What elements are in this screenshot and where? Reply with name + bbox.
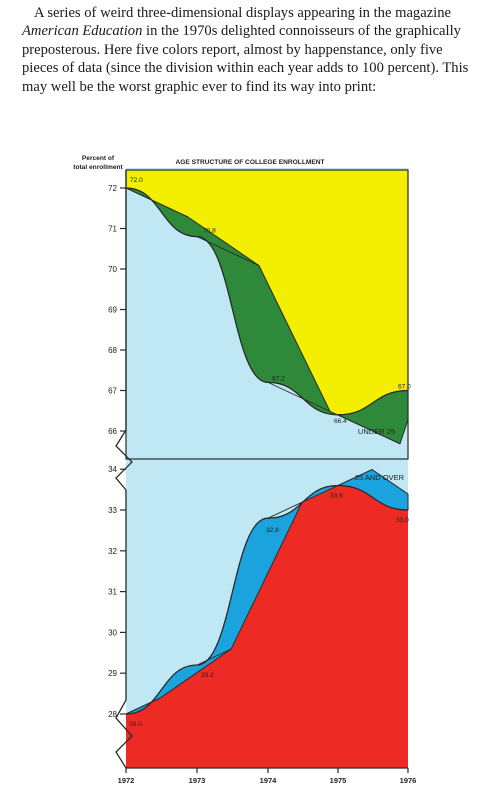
- upper-y-tick-label: 71: [108, 225, 117, 234]
- axis-break-lower: [115, 699, 133, 769]
- series-label-over25: 25 AND OVER: [355, 473, 405, 482]
- over25-data-label: 28.0: [129, 721, 142, 728]
- upper-y-tick-label: 70: [108, 265, 117, 274]
- under25-depth-edge: [125, 187, 189, 218]
- x-tick-label: 1973: [189, 776, 206, 785]
- axis-break-upper: [115, 429, 133, 491]
- caption-part1: A series of weird three-dimensional disp…: [34, 5, 452, 21]
- x-tick-label: 1976: [400, 776, 417, 785]
- chart-title: AGE STRUCTURE OF COLLEGE ENROLLMENT: [175, 159, 324, 166]
- under25-depth-edge: [337, 414, 401, 445]
- x-tick-label: 1972: [118, 776, 135, 785]
- over25-data-label: 33.0: [396, 517, 409, 524]
- x-tick-label: 1974: [260, 776, 278, 785]
- upper-y-tick-label: 72: [108, 184, 117, 193]
- x-tick-label: 1975: [330, 776, 347, 785]
- over25-line: [125, 484, 409, 715]
- under25-data-label: 67.2: [272, 375, 285, 382]
- under25-line: [125, 187, 409, 416]
- caption: A series of weird three-dimensional disp…: [22, 4, 482, 96]
- under25-data-label: 70.8: [203, 228, 216, 235]
- lower-y-tick-label: 34: [108, 465, 117, 474]
- under25-data-label: 66.4: [334, 418, 347, 425]
- over25-data-label: 29.2: [201, 672, 214, 679]
- y-axis-label: Percent of: [82, 155, 115, 162]
- over25-depth-edge: [267, 501, 303, 519]
- lower-y-tick-label: 32: [108, 547, 117, 556]
- y-axis-label-line2: total enrollment: [73, 164, 123, 171]
- under25-depth-edge: [196, 236, 260, 267]
- upper-y-tick-label: 68: [108, 346, 117, 355]
- series-label-under25: UNDER 25: [358, 427, 395, 436]
- upper-y-tick-label: 69: [108, 306, 117, 315]
- under25-depth-edge: [267, 381, 331, 412]
- upper-y-tick-label: 67: [108, 387, 117, 396]
- lower-y-tick-label: 31: [108, 588, 117, 597]
- under25-data-label: 67.0: [398, 384, 411, 391]
- over25-depth-edge: [196, 648, 232, 666]
- over25-data-label: 33.6: [330, 493, 343, 500]
- over25-data-label: 32.8: [266, 527, 279, 534]
- over25-depth-edge: [337, 469, 373, 486]
- lower-y-tick-label: 33: [108, 506, 117, 515]
- magazine-title: American Education: [22, 23, 143, 40]
- caption-part2: in the 1970s delighted connoisseurs of t…: [22, 23, 469, 95]
- upper-y-tick-label: 66: [108, 427, 117, 436]
- over25-area: [126, 485, 408, 768]
- over25-depth-edge: [125, 697, 161, 715]
- under25-data-label: 72.0: [130, 177, 143, 184]
- lower-y-tick-label: 29: [108, 669, 117, 678]
- lower-y-tick-label: 30: [108, 628, 117, 637]
- lower-y-tick-label: 28: [108, 710, 117, 719]
